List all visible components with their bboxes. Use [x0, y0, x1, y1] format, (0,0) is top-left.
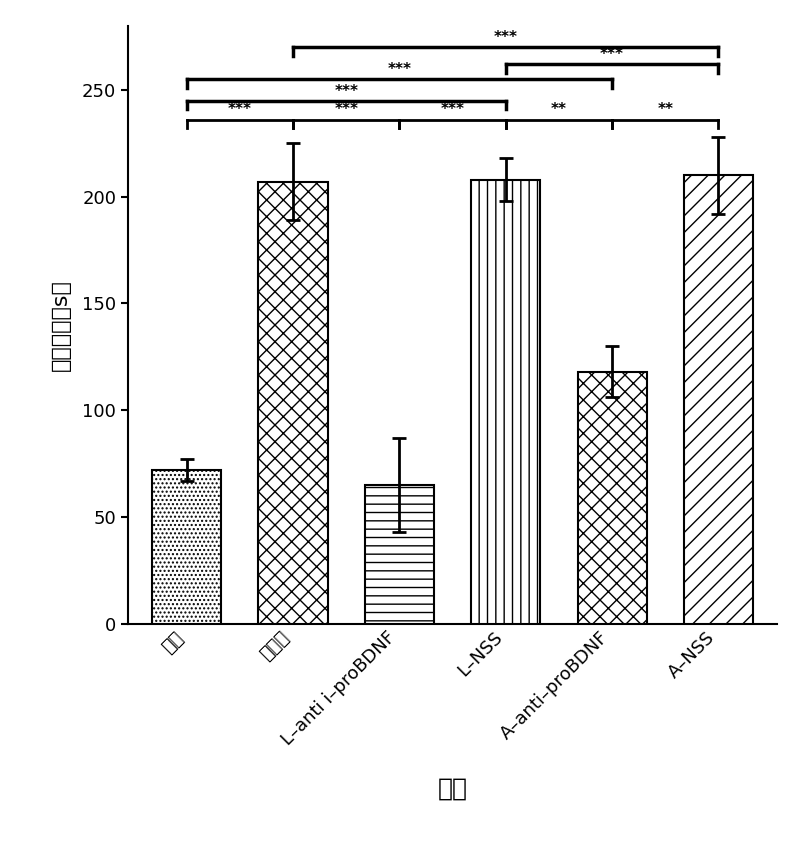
Text: ***: ***: [441, 101, 465, 117]
Text: **: **: [551, 101, 567, 117]
Text: **: **: [658, 101, 674, 117]
Text: ***: ***: [227, 101, 252, 117]
Bar: [152, 470, 221, 624]
Text: ***: ***: [600, 48, 624, 62]
Text: ***: ***: [493, 30, 517, 45]
Text: ***: ***: [334, 101, 358, 117]
X-axis label: 组别: 组别: [437, 777, 468, 801]
Bar: [364, 485, 434, 624]
Bar: [578, 372, 646, 624]
Bar: [471, 179, 541, 624]
Text: ***: ***: [388, 62, 412, 77]
Text: ***: ***: [334, 83, 358, 99]
Y-axis label: 不动时间（s）: 不动时间（s）: [51, 279, 71, 371]
Bar: [259, 182, 328, 624]
Bar: [684, 175, 753, 624]
